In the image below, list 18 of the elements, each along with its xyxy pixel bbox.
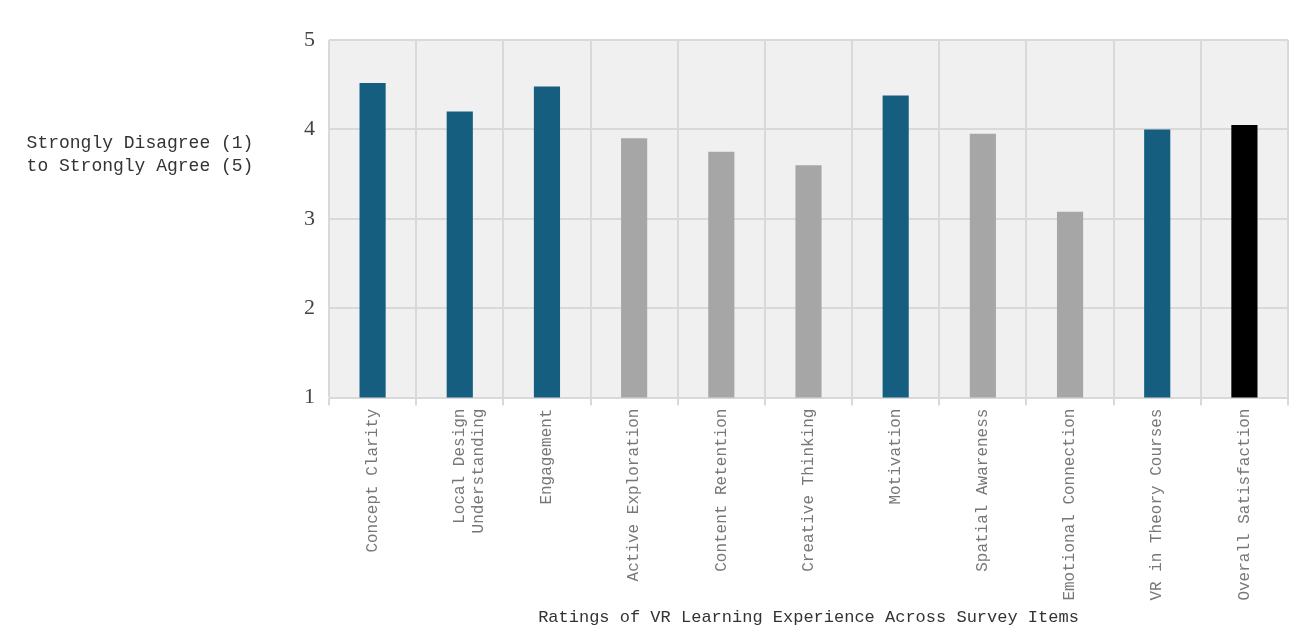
x-tick-label: Overall Satisfaction [1235, 408, 1254, 601]
x-axis-title: Ratings of VR Learning Experience Across Survey Items [538, 608, 1079, 628]
y-tick-label: 2 [304, 293, 315, 319]
x-tick-label: Emotional Connection [1061, 408, 1080, 601]
x-tick-label: Motivation [886, 408, 905, 505]
y-axis-title: Strongly Disagree (1) to Strongly Agree (5) [25, 132, 255, 178]
x-tick-label: Concept Clarity [363, 408, 382, 553]
x-tick-label: Local Design Understanding [451, 408, 489, 534]
y-tick-label: 4 [304, 115, 315, 141]
x-tick-label: Engagement [538, 408, 557, 505]
x-tick-label: VR in Theory Courses [1148, 408, 1167, 601]
y-tick-label: 1 [304, 383, 315, 409]
x-tick-label: Creative Thinking [799, 408, 818, 572]
x-tick-label: Spatial Awareness [974, 408, 993, 572]
x-tick-label: Active Exploration [625, 408, 644, 582]
y-tick-label: 3 [304, 204, 315, 230]
y-tick-label: 5 [304, 25, 315, 51]
x-tick-label: Content Retention [712, 408, 731, 572]
